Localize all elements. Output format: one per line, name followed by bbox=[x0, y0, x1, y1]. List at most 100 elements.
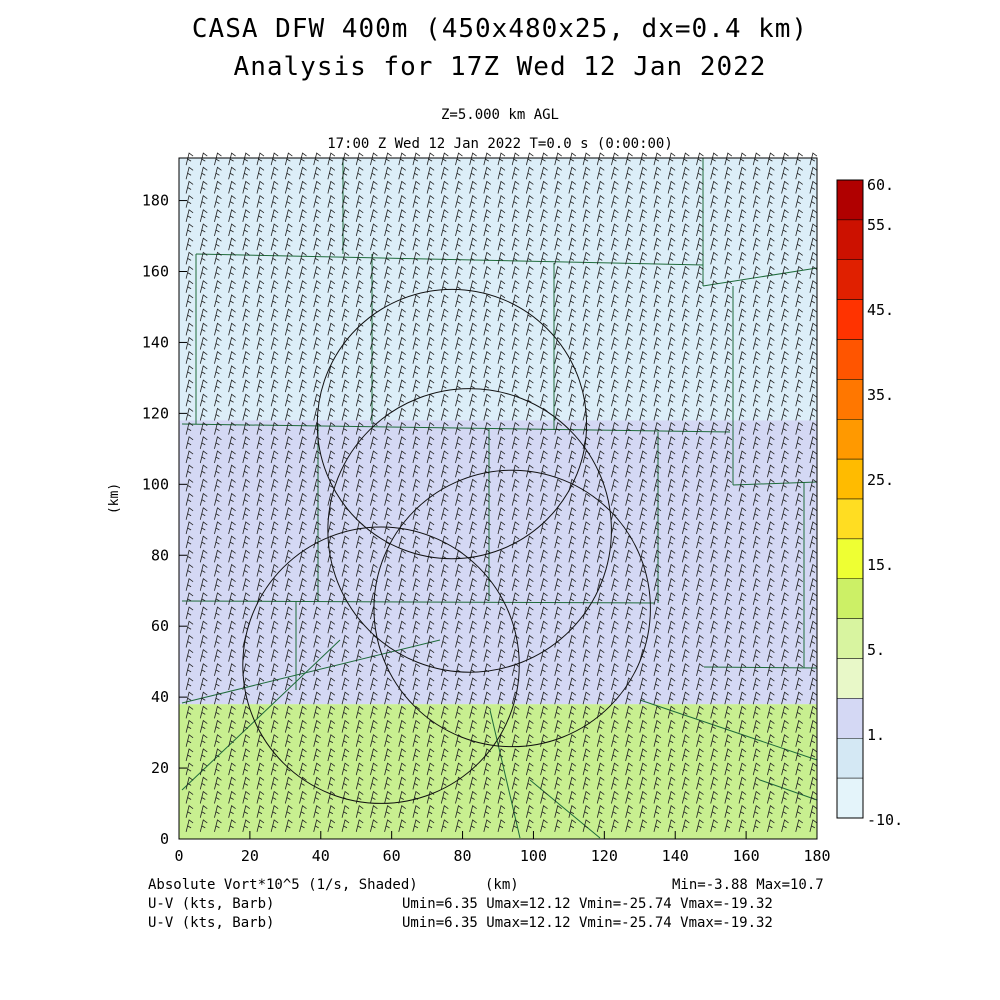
wind-barb bbox=[611, 805, 619, 818]
wind-barb bbox=[384, 507, 392, 520]
wind-barb bbox=[341, 748, 350, 762]
wind-barb bbox=[256, 365, 265, 379]
wind-barb bbox=[455, 194, 463, 208]
wind-barb bbox=[596, 790, 605, 804]
wind-barb bbox=[426, 719, 435, 733]
wind-barb bbox=[596, 265, 605, 279]
wind-barb bbox=[525, 379, 534, 393]
wind-barb bbox=[639, 365, 648, 379]
wind-barb bbox=[582, 663, 591, 676]
wind-barb bbox=[696, 819, 704, 833]
wind-barb bbox=[696, 436, 704, 449]
wind-barb bbox=[611, 322, 619, 336]
wind-barb bbox=[752, 265, 761, 279]
wind-barb bbox=[752, 677, 761, 691]
wind-barb bbox=[625, 521, 633, 535]
wind-barb bbox=[525, 351, 534, 364]
wind-barb bbox=[313, 336, 321, 350]
wind-barb bbox=[185, 450, 194, 464]
wind-barb bbox=[355, 776, 364, 790]
wind-barb bbox=[370, 166, 378, 180]
wind-barb bbox=[370, 748, 378, 762]
wind-barb bbox=[398, 351, 406, 364]
wind-barb bbox=[440, 592, 449, 606]
wind-barb bbox=[653, 166, 662, 180]
wind-barb bbox=[554, 648, 562, 662]
wind-barb bbox=[795, 407, 803, 421]
wind-barb bbox=[795, 521, 803, 535]
wind-barb bbox=[809, 734, 818, 747]
wind-barb bbox=[766, 507, 775, 520]
wind-barb bbox=[398, 436, 406, 449]
wind-barb bbox=[568, 507, 577, 520]
wind-barb bbox=[440, 805, 449, 818]
wind-barb bbox=[341, 578, 350, 591]
wind-barb bbox=[469, 393, 477, 407]
wind-barb bbox=[270, 492, 279, 506]
wind-barb bbox=[483, 691, 492, 705]
wind-barb bbox=[766, 379, 775, 393]
wind-barb bbox=[809, 648, 818, 662]
wind-barb bbox=[497, 705, 506, 719]
wind-barb bbox=[653, 351, 662, 364]
wind-barb bbox=[185, 421, 194, 435]
wind-barb bbox=[596, 351, 605, 364]
wind-barb bbox=[681, 663, 690, 676]
wind-barb bbox=[426, 478, 435, 492]
wind-barb bbox=[299, 365, 307, 379]
wind-barb bbox=[795, 734, 803, 747]
wind-barb bbox=[483, 322, 492, 336]
wind-barb bbox=[256, 790, 265, 804]
wind-barb bbox=[752, 322, 761, 336]
wind-barb bbox=[242, 762, 251, 776]
wind-barb bbox=[214, 507, 222, 520]
wind-barb bbox=[639, 492, 648, 506]
wind-barb bbox=[199, 322, 208, 336]
wind-barb bbox=[270, 180, 279, 194]
wind-barb bbox=[228, 351, 236, 364]
wind-barb bbox=[625, 762, 633, 776]
wind-barb bbox=[384, 606, 392, 620]
wind-barb bbox=[355, 308, 364, 322]
wind-barb bbox=[795, 507, 803, 520]
wind-barb bbox=[370, 322, 378, 336]
wind-barb bbox=[412, 634, 421, 648]
wind-barb bbox=[710, 762, 718, 776]
wind-barb bbox=[681, 691, 690, 705]
wind-barb bbox=[270, 592, 279, 606]
wind-barb bbox=[568, 535, 577, 549]
wind-barb bbox=[384, 194, 392, 208]
wind-barb bbox=[681, 719, 690, 733]
wind-barb bbox=[681, 805, 690, 818]
wind-barb bbox=[611, 180, 619, 194]
wind-barb bbox=[681, 648, 690, 662]
wind-barb bbox=[370, 563, 378, 577]
wind-barb bbox=[299, 819, 307, 833]
wind-barb bbox=[582, 790, 591, 804]
wind-barb bbox=[582, 223, 591, 237]
wind-barb bbox=[766, 280, 775, 293]
wind-barb bbox=[384, 209, 392, 222]
wind-barb bbox=[412, 351, 421, 364]
wind-barb bbox=[795, 393, 803, 407]
wind-barb bbox=[370, 648, 378, 662]
wind-barb bbox=[724, 336, 733, 350]
wind-barb bbox=[284, 223, 293, 237]
wind-barb bbox=[766, 322, 775, 336]
wind-barb bbox=[752, 336, 761, 350]
wind-barb bbox=[242, 265, 251, 279]
wind-barb bbox=[667, 535, 676, 549]
wind-barb bbox=[525, 322, 534, 336]
wind-barb bbox=[370, 450, 378, 464]
wind-barb bbox=[370, 436, 378, 449]
uv-label-1: U-V (kts, Barb) bbox=[148, 896, 275, 912]
wind-barb bbox=[370, 776, 378, 790]
wind-barb bbox=[370, 734, 378, 747]
wind-barb bbox=[795, 790, 803, 804]
wind-barb bbox=[284, 336, 293, 350]
wind-barb bbox=[525, 152, 534, 166]
wind-barb bbox=[398, 464, 406, 478]
wind-barb bbox=[653, 152, 662, 166]
wind-barb bbox=[667, 166, 676, 180]
wind-barb bbox=[766, 634, 775, 648]
